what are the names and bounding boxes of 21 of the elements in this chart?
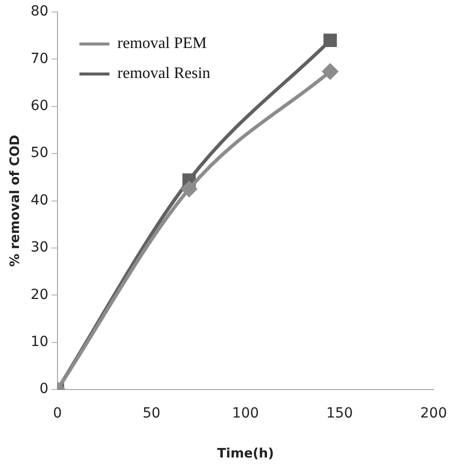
- point: [181, 181, 197, 197]
- y-tick-label: 70: [30, 50, 48, 67]
- x-tick-label: 100: [232, 406, 259, 422]
- x-tick-label: 0: [52, 406, 62, 422]
- legend-label: removal PEM: [117, 35, 207, 52]
- x-tick-label: 50: [142, 406, 160, 422]
- x-axis-title: Time(h): [217, 446, 274, 462]
- point: [323, 34, 337, 48]
- legend-label: removal Resin: [117, 65, 210, 82]
- y-tick-label: 40: [30, 192, 48, 208]
- y-tick-label: 0: [39, 381, 48, 398]
- x-tick-label: 150: [326, 406, 353, 422]
- x-tick-label: 200: [420, 406, 448, 422]
- y-tick-label: 20: [30, 286, 48, 303]
- y-axis-title: % removal of COD: [8, 134, 24, 267]
- y-tick-label: 50: [30, 145, 48, 162]
- y-tick-label: 60: [30, 98, 48, 114]
- point: [322, 64, 338, 80]
- y-tick-label: 10: [30, 334, 48, 350]
- y-tick-label: 30: [30, 240, 48, 256]
- y-tick-label: 80: [30, 4, 48, 20]
